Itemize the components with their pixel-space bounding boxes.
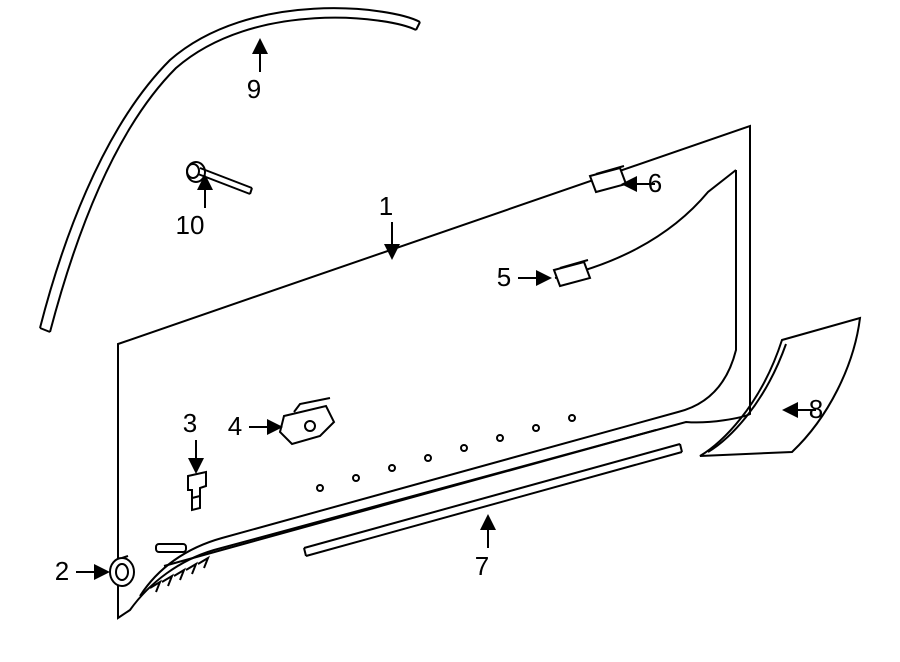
callout-label-1: 1 [379,191,393,221]
callout-label-7: 7 [475,551,489,581]
part-rocker-panel [118,126,750,618]
part-grommet [110,556,134,586]
callout-label-8: 8 [809,394,823,424]
parts-diagram: 1 2 3 4 5 6 7 8 9 10 [0,0,900,662]
callout-label-3: 3 [183,408,197,438]
callout-label-2: 2 [55,556,69,586]
callout-label-5: 5 [497,262,511,292]
part-retainer-6 [590,166,626,192]
part-bracket [280,398,334,444]
part-retainer-5 [554,260,590,286]
callout-label-10: 10 [176,210,205,240]
part-clip [188,472,206,510]
callout-label-4: 4 [228,411,242,441]
callout-label-9: 9 [247,74,261,104]
callout-label-6: 6 [648,168,662,198]
callouts-layer: 1 2 3 4 5 6 7 8 9 10 [55,40,823,586]
part-bolt [187,162,252,194]
part-roof-molding [40,8,420,332]
part-rear-molding [700,318,860,456]
